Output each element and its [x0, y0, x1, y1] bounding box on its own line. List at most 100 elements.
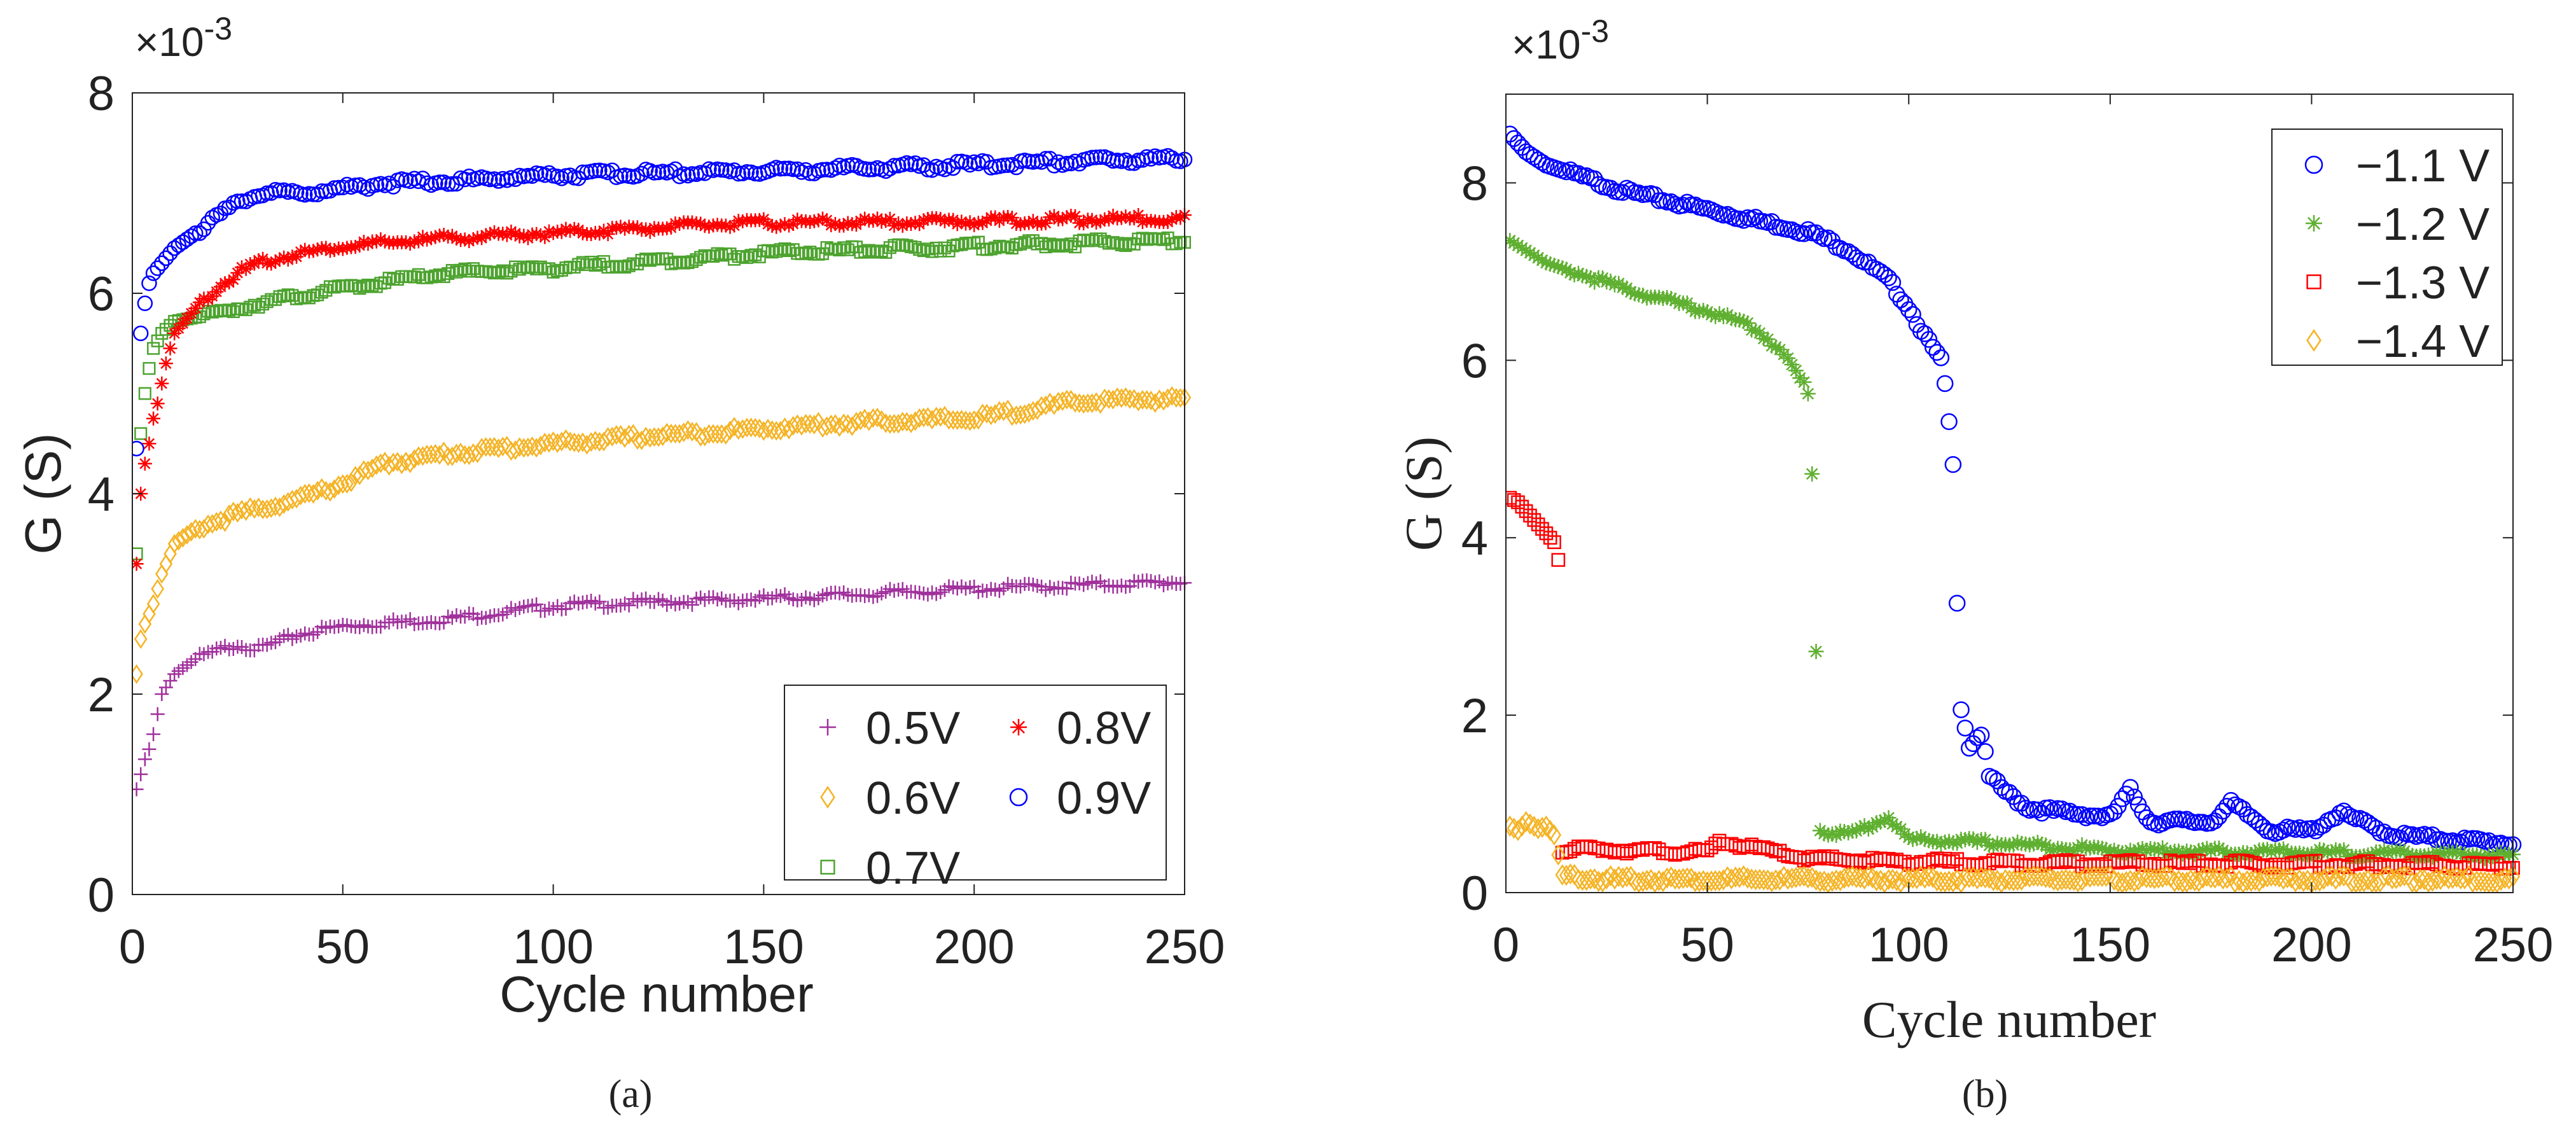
data-point	[1788, 867, 1804, 888]
data-point	[773, 218, 788, 233]
data-point	[2138, 842, 2154, 858]
data-point	[1905, 867, 1920, 889]
data-point	[584, 226, 599, 241]
data-point	[526, 260, 539, 274]
data-point	[1050, 154, 1066, 171]
data-point	[1119, 239, 1132, 253]
data-point	[1148, 232, 1162, 246]
data-point	[1622, 181, 1640, 198]
data-point	[302, 291, 316, 305]
data-point	[1741, 840, 1755, 854]
data-point	[896, 412, 910, 432]
data-point	[538, 230, 552, 244]
series-0_6V	[132, 386, 1192, 684]
data-point	[146, 594, 160, 614]
data-point	[891, 216, 906, 230]
data-point	[1957, 832, 1973, 847]
data-point	[2271, 842, 2287, 858]
data-point	[933, 407, 947, 427]
data-point	[601, 227, 615, 242]
data-point	[1712, 870, 1727, 892]
data-point	[436, 228, 451, 242]
data-point	[718, 218, 733, 233]
data-point	[954, 214, 969, 229]
data-point	[1127, 389, 1141, 409]
data-point	[134, 427, 148, 440]
data-point	[1583, 868, 1598, 890]
data-point	[861, 162, 877, 178]
data-point	[2001, 784, 2018, 801]
caption-b: (b)	[1962, 1073, 2008, 1116]
data-point	[827, 160, 844, 176]
legend-item: 0.6V	[820, 773, 960, 824]
data-point	[2085, 807, 2103, 825]
data-point	[2106, 842, 2122, 858]
data-point	[769, 219, 784, 234]
data-point	[421, 271, 434, 284]
y-multiplier-exponent: -3	[204, 11, 232, 46]
data-point	[1853, 820, 1869, 836]
data-point	[226, 272, 240, 287]
data-point	[2259, 842, 2275, 858]
data-point	[1088, 150, 1104, 165]
data-point	[1924, 338, 1942, 356]
data-point	[2449, 844, 2465, 860]
data-point	[146, 727, 161, 741]
data-point	[483, 226, 498, 241]
legend-box	[784, 685, 1167, 881]
data-point	[298, 484, 312, 504]
data-point	[2046, 842, 2062, 858]
data-point	[2353, 871, 2367, 893]
data-point	[1519, 811, 1533, 833]
data-point	[2481, 847, 2497, 863]
data-point	[1547, 535, 1561, 550]
data-point	[1522, 245, 1538, 261]
data-point	[2498, 867, 2512, 889]
data-point	[1131, 207, 1146, 222]
data-point	[1680, 867, 1695, 889]
data-point	[2062, 842, 2078, 858]
data-point	[1656, 846, 1670, 860]
legend-marker-circle-icon	[2304, 155, 2323, 174]
data-point	[1111, 237, 1124, 250]
data-point	[1614, 184, 1631, 201]
data-point	[572, 258, 585, 271]
data-point	[496, 226, 510, 241]
data-point	[1031, 237, 1044, 251]
data-point	[429, 269, 442, 282]
data-point	[630, 220, 644, 235]
data-point	[909, 240, 922, 254]
data-point	[867, 246, 880, 259]
data-point	[1571, 868, 1586, 890]
data-point	[1986, 838, 2002, 854]
data-point	[660, 422, 674, 443]
data-point	[1555, 864, 1570, 886]
data-point	[1118, 209, 1133, 224]
data-point	[917, 244, 930, 258]
x-tick-label: 250	[2473, 918, 2554, 972]
data-point	[310, 480, 324, 501]
data-point	[967, 218, 982, 232]
data-point	[433, 268, 447, 282]
data-point	[2316, 842, 2332, 858]
data-point	[210, 305, 223, 318]
data-point	[761, 419, 775, 439]
data-point	[816, 211, 830, 226]
data-point	[2324, 844, 2340, 860]
data-point	[996, 157, 1012, 174]
data-point	[162, 245, 178, 261]
legend-marker-square-icon	[2306, 274, 2322, 289]
data-point	[2236, 872, 2250, 893]
data-point	[328, 281, 341, 294]
data-point	[2029, 835, 2045, 851]
data-point	[2134, 840, 2150, 856]
data-point	[1591, 870, 1606, 892]
data-point	[1043, 237, 1057, 251]
data-point	[412, 268, 425, 281]
data-point	[1619, 866, 1634, 888]
data-point	[1804, 466, 1820, 482]
data-point	[2473, 848, 2489, 864]
data-point	[200, 214, 216, 231]
data-point	[854, 410, 867, 431]
